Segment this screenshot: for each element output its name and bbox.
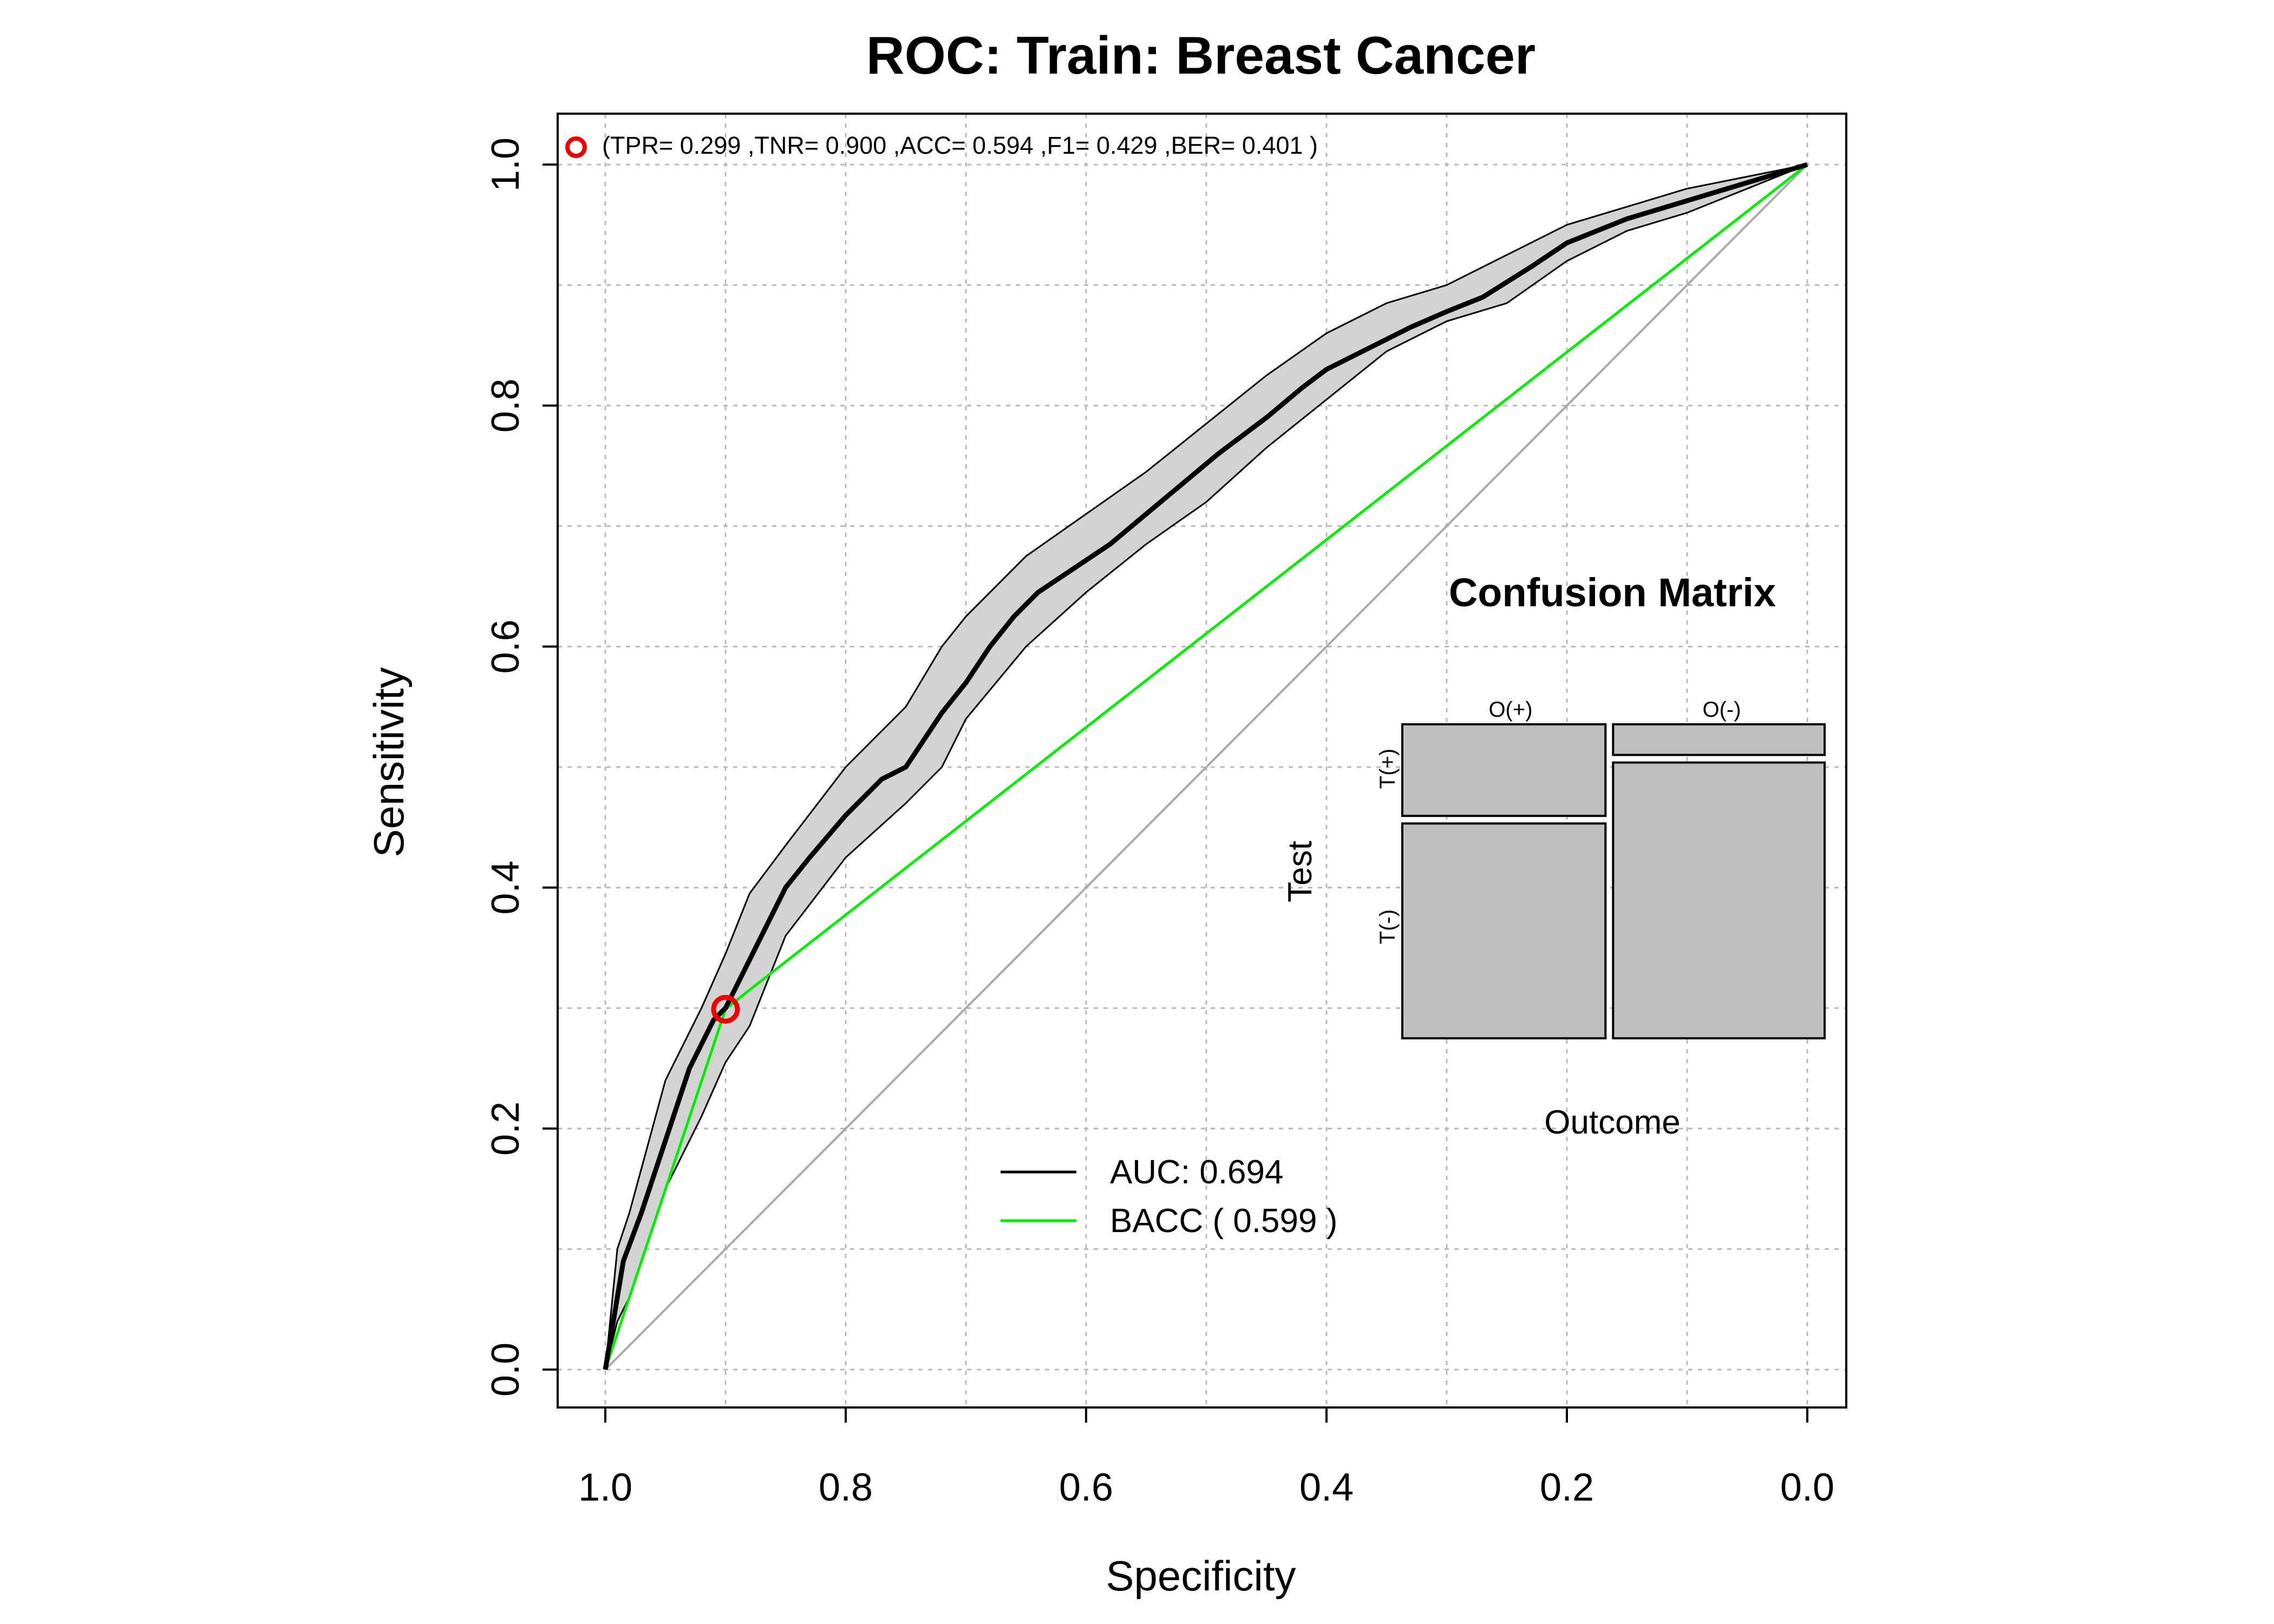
operating-points — [565, 136, 740, 1024]
series-line-bacc — [604, 163, 1808, 1370]
legend: AUC: 0.694 BACC ( 0.599 ) — [1001, 1154, 1337, 1240]
confusion-row-label-neg: T(-) — [1376, 909, 1400, 944]
confusion-y-label: Test — [1282, 841, 1319, 902]
series-lines — [603, 162, 1808, 1371]
x-tick-label: 0.4 — [1299, 1466, 1354, 1509]
x-axis-ticks: 1.0 0.8 0.6 0.4 0.2 0.0 — [578, 1407, 1834, 1509]
confusion-cell-fp — [1612, 723, 1826, 756]
operating-point-marker — [711, 994, 740, 1024]
confusion-col-label-neg: O(-) — [1702, 698, 1741, 722]
y-axis-label: Sensitivity — [365, 667, 413, 857]
x-tick-label: 0.8 — [819, 1466, 873, 1509]
confusion-matrix-title: Confusion Matrix — [1449, 570, 1776, 615]
x-tick-label: 0.0 — [1780, 1466, 1834, 1509]
x-tick-label: 1.0 — [578, 1466, 632, 1509]
legend-auc-label: AUC: 0.694 — [1110, 1154, 1284, 1191]
operating-point-legend-marker — [565, 136, 587, 158]
confusion-cell-tn — [1612, 761, 1826, 1039]
series-line-reference — [604, 163, 1808, 1371]
x-axis-label: Specificity — [1106, 1552, 1296, 1600]
confusion-x-label: Outcome — [1544, 1104, 1681, 1141]
y-tick-label: 0.4 — [484, 861, 527, 915]
series-line-auc — [603, 162, 1808, 1370]
y-tick-label: 0.0 — [484, 1343, 527, 1397]
operating-point-label: (TPR= 0.299 ,TNR= 0.900 ,ACC= 0.594 ,F1=… — [602, 132, 1318, 159]
confusion-cell-tp — [1401, 723, 1607, 817]
confusion-cell-fn — [1401, 822, 1607, 1039]
plot-frame — [557, 113, 1847, 1409]
y-tick-label: 1.0 — [484, 137, 527, 192]
confusion-col-label-pos: O(+) — [1488, 698, 1532, 722]
legend-bacc-label: BACC ( 0.599 ) — [1110, 1202, 1337, 1240]
y-tick-label: 0.6 — [484, 619, 527, 673]
confusion-cells — [1401, 723, 1826, 1039]
x-tick-label: 0.2 — [1540, 1466, 1594, 1509]
x-tick-label: 0.6 — [1059, 1466, 1113, 1509]
y-tick-label: 0.2 — [484, 1102, 527, 1156]
y-tick-label: 0.8 — [484, 378, 527, 433]
chart-title: ROC: Train: Breast Cancer — [866, 25, 1535, 85]
y-axis-ticks: 0.0 0.2 0.4 0.6 0.8 1.0 — [484, 137, 558, 1397]
confusion-row-label-pos: T(+) — [1376, 749, 1400, 789]
confusion-matrix: Confusion Matrix O(+) O(-) T(+) T(-) Tes… — [1282, 570, 1826, 1141]
